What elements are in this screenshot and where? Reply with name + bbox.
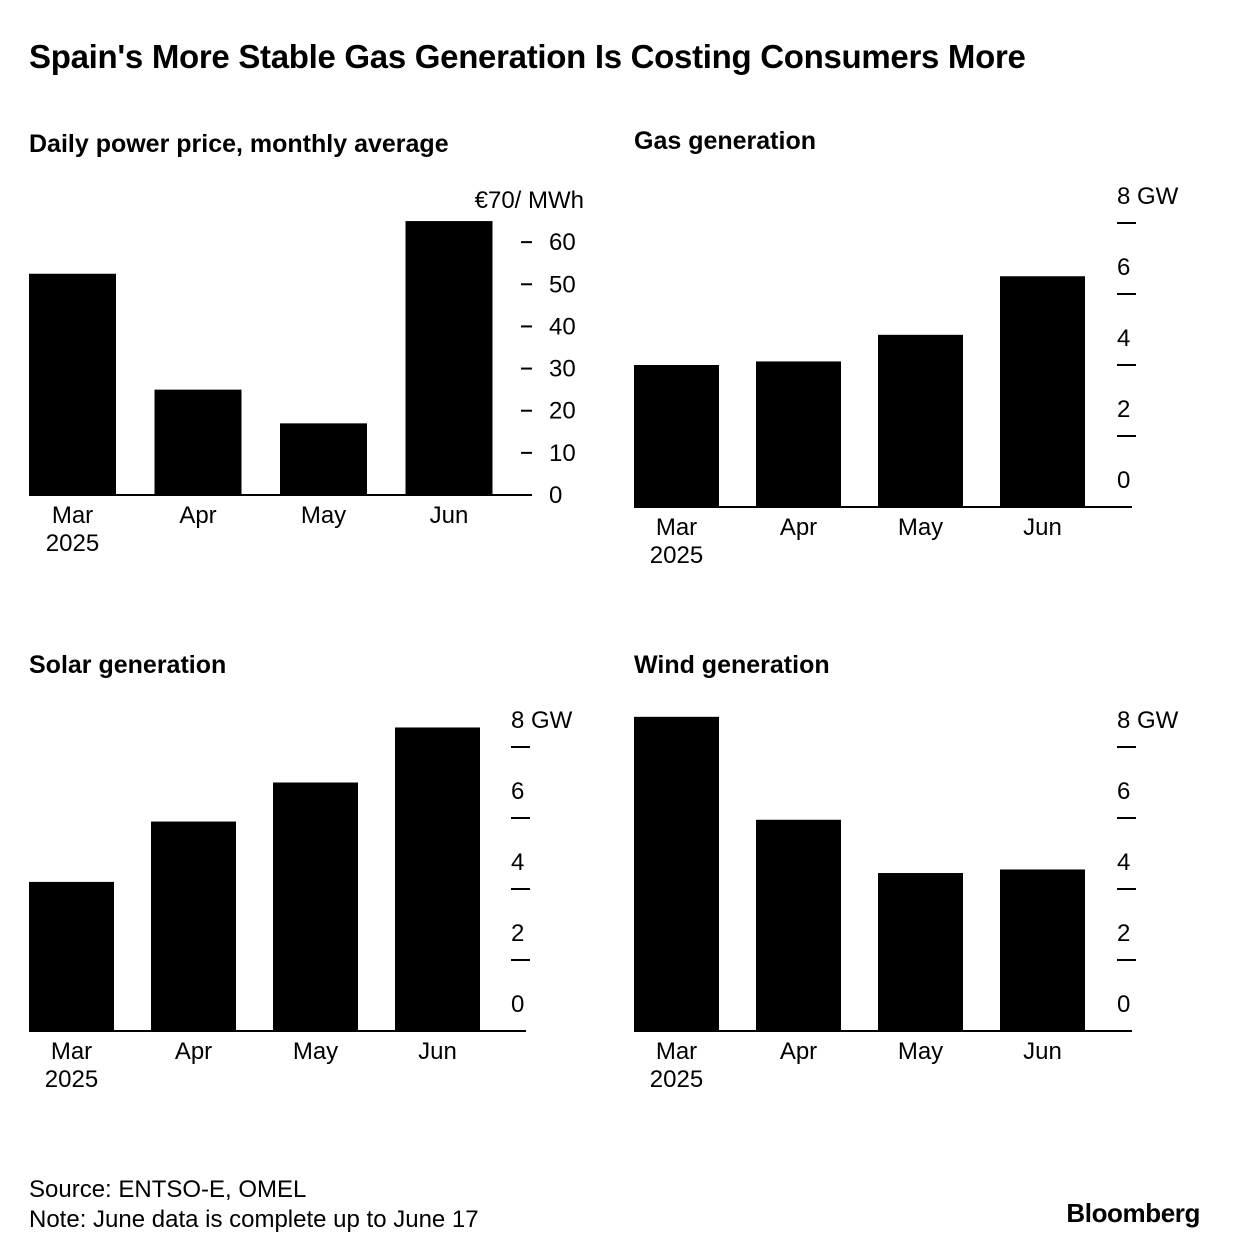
bar-mar xyxy=(634,716,719,1031)
y-tick-label: 40 xyxy=(549,313,576,340)
x-tick-label: Jun xyxy=(418,1038,457,1065)
x-tick-label: Jun xyxy=(1023,1038,1062,1065)
power-price-title: Daily power price, monthly average xyxy=(29,130,449,158)
solar-generation-panel: Solar generation Mar 2025 Apr May Jun 0 2 4 6 8 G… xyxy=(29,651,629,1121)
y-tick-label: 0 xyxy=(511,991,524,1018)
power-price-panel: Daily power price, monthly average Mar 20… xyxy=(29,130,629,600)
y-tick-label: 4 xyxy=(511,849,524,876)
x-tick-sublabel: 2025 xyxy=(650,1066,703,1093)
y-tick-label: 2 xyxy=(511,920,524,947)
bloomberg-logo: Bloomberg xyxy=(1066,1198,1200,1228)
x-tick-label: May xyxy=(898,1038,943,1065)
x-tick-sublabel: 2025 xyxy=(45,1066,98,1093)
y-tick-label: 0 xyxy=(549,482,562,509)
y-tick-label: 2 xyxy=(1117,396,1130,423)
y-tick-label: 0 xyxy=(1117,467,1130,494)
y-tick-label: 30 xyxy=(549,356,576,383)
bar-jun xyxy=(1000,276,1085,507)
gas-generation-title: Gas generation xyxy=(634,127,816,155)
y-tick-label: 8 GW xyxy=(1117,183,1179,210)
bar-may xyxy=(878,873,963,1031)
y-tick-label: 0 xyxy=(1117,991,1130,1018)
y-tick-label: 2 xyxy=(1117,920,1130,947)
chart-headline: Spain's More Stable Gas Generation Is Co… xyxy=(29,38,1026,75)
x-tick-label: Mar xyxy=(656,514,697,541)
bar-apr xyxy=(756,361,841,507)
y-tick-label: 6 xyxy=(1117,778,1130,805)
bar-mar xyxy=(29,273,116,495)
x-tick-label: May xyxy=(301,502,346,529)
y-tick-label: 4 xyxy=(1117,849,1130,876)
wind-generation-panel: Wind generation Mar 2025 Apr May Jun 0 2 4 6 8 GW xyxy=(634,651,1234,1121)
x-tick-label: May xyxy=(293,1038,338,1065)
y-tick-label: 20 xyxy=(549,398,576,425)
y-tick-label: 10 xyxy=(549,440,576,467)
bar-may xyxy=(878,334,963,507)
y-tick-label: 50 xyxy=(549,271,576,298)
bar-apr xyxy=(151,821,236,1031)
bar-jun xyxy=(405,221,493,496)
solar-generation-title: Solar generation xyxy=(29,651,227,679)
y-tick-label: 4 xyxy=(1117,325,1130,352)
y-tick-label: 8 GW xyxy=(1117,707,1179,734)
x-tick-sublabel: 2025 xyxy=(46,530,99,557)
y-tick-label: 6 xyxy=(1117,254,1130,281)
bar-mar xyxy=(29,881,114,1031)
x-tick-label: Jun xyxy=(1023,514,1062,541)
x-tick-label: May xyxy=(898,514,943,541)
y-tick-label: €70/ MWh xyxy=(475,187,584,214)
x-tick-label: Jun xyxy=(430,502,469,529)
x-tick-label: Apr xyxy=(175,1038,212,1065)
x-tick-label: Apr xyxy=(179,502,216,529)
x-tick-label: Mar xyxy=(51,1038,92,1065)
y-tick-label: 8 GW xyxy=(511,707,573,734)
source-note: Source: ENTSO-E, OMEL xyxy=(29,1176,307,1203)
bar-mar xyxy=(634,365,719,507)
bar-jun xyxy=(395,727,480,1031)
bar-apr xyxy=(756,819,841,1031)
bar-may xyxy=(280,423,367,495)
data-note: Note: June data is complete up to June 1… xyxy=(29,1206,479,1233)
bar-apr xyxy=(154,389,242,495)
x-tick-label: Apr xyxy=(780,514,817,541)
bar-jun xyxy=(1000,869,1085,1031)
y-tick-label: 60 xyxy=(549,229,576,256)
gas-generation-panel: Gas generation Mar 2025 Apr May Jun 0 2 4 6 8 GW xyxy=(634,127,1234,597)
x-tick-label: Mar xyxy=(52,502,93,529)
bar-may xyxy=(273,782,358,1031)
y-tick-label: 6 xyxy=(511,778,524,805)
x-tick-label: Apr xyxy=(780,1038,817,1065)
wind-generation-title: Wind generation xyxy=(634,651,830,679)
x-tick-label: Mar xyxy=(656,1038,697,1065)
x-tick-sublabel: 2025 xyxy=(650,542,703,569)
